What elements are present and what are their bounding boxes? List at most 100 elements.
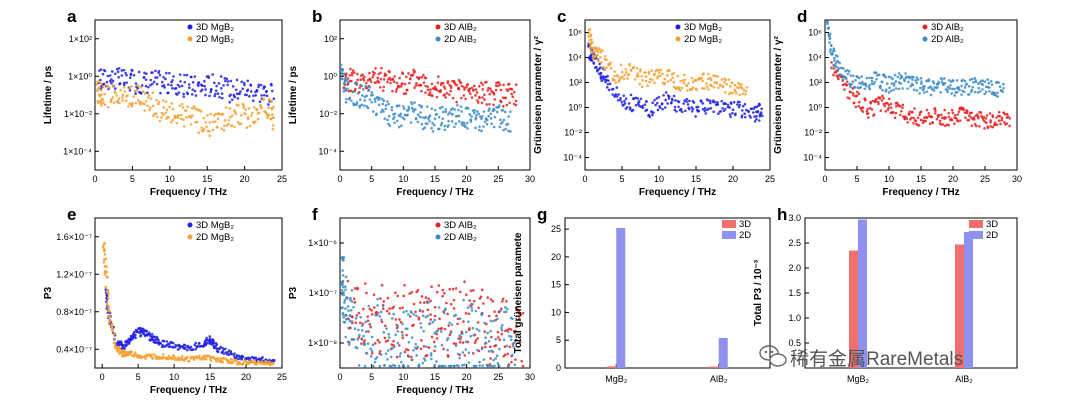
data-point [490,349,494,353]
data-point [186,348,189,352]
data-point [248,95,251,98]
data-point [476,99,479,102]
data-point [234,358,238,362]
data-point [141,327,144,331]
data-point [873,80,876,84]
data-point [729,91,732,94]
data-point [921,121,925,125]
y-tick-label: 0 [556,363,561,373]
data-point [246,79,250,83]
data-point [940,113,943,117]
data-point [494,84,498,88]
data-point [510,360,513,364]
data-point [409,121,413,124]
data-point [347,326,350,330]
watermark-text: 稀有金属RareMetals [790,348,963,370]
data-point [120,69,124,72]
data-point [367,89,370,92]
data-point [970,88,974,92]
data-point [613,74,616,78]
data-point [495,314,498,318]
data-point [496,317,499,321]
x-tick-label: 20 [948,174,958,184]
data-point [264,360,268,363]
data-point [691,107,695,111]
data-point [589,50,592,53]
data-point [493,108,496,112]
data-point [994,94,998,97]
data-point [132,73,136,77]
data-point [136,98,140,102]
data-point [967,118,971,122]
data-point [480,288,484,292]
data-point [623,99,626,103]
x-axis-label: Frequency / THz [150,187,227,198]
data-point [191,80,195,84]
data-point [872,82,875,86]
data-point [351,315,354,319]
data-point [352,297,356,301]
data-point [916,116,920,120]
data-point [266,116,269,120]
data-point [755,105,758,109]
data-point [874,71,878,75]
data-point [375,356,379,359]
data-point [923,85,926,88]
data-point [168,345,172,348]
data-point [464,125,467,129]
data-point [382,85,386,89]
data-point [378,364,382,368]
data-point [1008,124,1011,128]
data-point [184,346,187,350]
data-point [368,85,372,89]
data-point [513,363,517,367]
data-point [362,78,366,82]
data-point [183,73,186,77]
data-point [255,363,258,366]
data-point [358,104,361,108]
data-point [629,68,633,72]
data-point [419,301,422,304]
data-point [227,119,231,122]
data-point [252,106,256,109]
data-point [440,326,443,330]
data-point [495,354,499,357]
data-point [356,72,359,76]
data-point [461,351,465,354]
data-point [341,274,345,277]
data-point [740,114,744,117]
x-axis-label: Frequency / THz [882,187,959,198]
data-point [592,50,596,54]
data-point [384,73,388,77]
data-point [464,311,468,315]
data-point [376,297,379,301]
data-point [363,364,367,368]
data-point [470,309,474,312]
data-point [345,72,348,75]
data-point [408,315,412,318]
data-point [137,70,141,74]
data-point [868,87,872,91]
data-point [406,313,410,316]
data-point [493,310,496,313]
data-point [190,114,194,117]
data-point [241,362,245,365]
data-point [174,358,178,362]
data-point [453,364,456,368]
data-point [433,85,437,89]
data-point [420,75,423,79]
data-point [420,89,423,93]
data-point [849,74,853,77]
data-point [502,338,506,342]
data-point [399,352,402,355]
data-point [963,86,967,89]
legend-label: 2D [986,230,998,241]
data-point [106,290,110,293]
data-point [161,99,165,102]
data-point [442,292,446,295]
data-point [208,129,211,133]
data-point [378,340,381,344]
data-point [672,80,676,84]
data-point [638,70,642,73]
